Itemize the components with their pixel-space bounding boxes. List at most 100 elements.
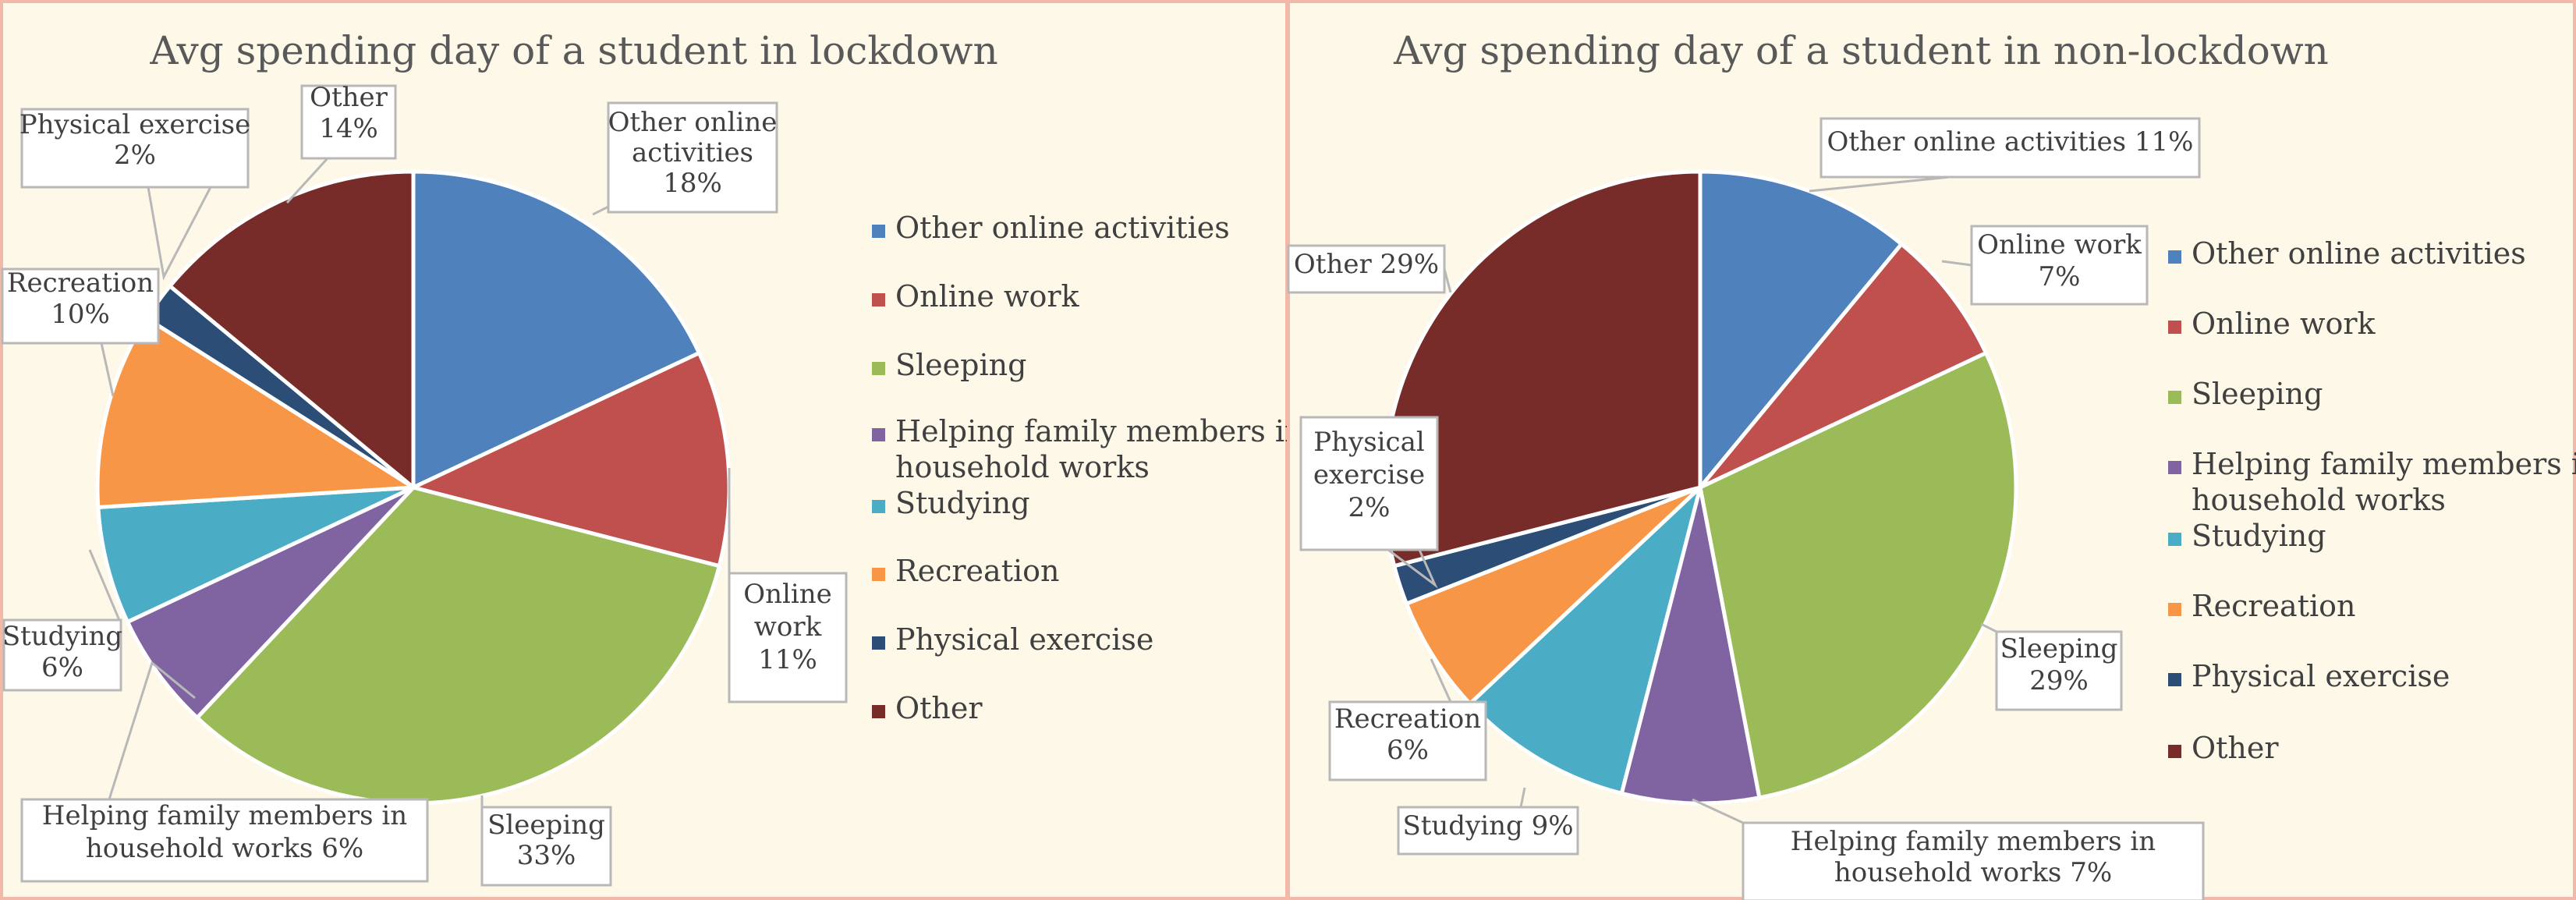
label-text: household works 7% — [1834, 857, 2112, 888]
label-box — [1328, 700, 1487, 781]
label-leader-line — [285, 157, 329, 204]
label-text: Physical exercise — [19, 109, 250, 140]
legend-label: Physical exercise — [895, 622, 1153, 657]
data-label-non-lockdown-other: Other 29% — [1287, 244, 1452, 294]
chart-title-lockdown: Avg spending day of a student in lockdow… — [149, 28, 997, 73]
label-text: Helping family members in — [42, 800, 407, 831]
label-text: Online work — [1977, 229, 2142, 260]
legend-swatch — [872, 428, 885, 441]
legend-item-lockdown-physical-exercise: Physical exercise — [872, 622, 1153, 657]
legend-label: Studying — [895, 486, 1030, 520]
legend-swatch — [872, 568, 885, 581]
label-text: Sleeping — [2000, 633, 2118, 664]
label-box — [20, 108, 250, 189]
label-leader-line — [108, 661, 196, 800]
label-text: 2% — [114, 140, 156, 171]
legend-item-lockdown-online-work: Online work — [872, 279, 1080, 314]
legend-swatch — [872, 500, 885, 513]
legend-swatch — [2168, 673, 2181, 686]
label-box — [1819, 117, 2201, 179]
label-text: Studying 9% — [1402, 810, 1573, 842]
label-text: 29% — [2029, 665, 2089, 696]
label-text: Online — [743, 579, 832, 610]
pie-slice-non-lockdown-recreation — [1404, 485, 1703, 706]
label-leader-line — [147, 186, 212, 281]
legend-swatch — [2168, 461, 2181, 474]
legend-label: Physical exercise — [2192, 659, 2450, 693]
legend-label: Sleeping — [895, 348, 1026, 382]
label-text: 7% — [2039, 261, 2081, 292]
pie-slice-lockdown-studying — [96, 485, 416, 624]
legend-label: Other online activities — [2192, 236, 2526, 271]
label-box — [1970, 225, 2149, 306]
label-text: 6% — [1387, 735, 1429, 766]
legend-label: Other — [895, 691, 983, 725]
legend-swatch — [872, 293, 885, 306]
label-text: 14% — [319, 113, 378, 144]
pie-slice-lockdown-other-online-activities — [411, 169, 701, 490]
label-text: work — [754, 611, 822, 643]
label-box — [2, 618, 122, 692]
legend-swatch — [2168, 745, 2181, 758]
label-leader-line — [1980, 622, 1997, 633]
legend-label: Online work — [895, 279, 1080, 314]
chart-title-non-lockdown: Avg spending day of a student in non-loc… — [1393, 28, 2329, 73]
legend-label: Other — [2192, 731, 2279, 765]
label-box — [1742, 821, 2205, 900]
label-leader-line — [1941, 260, 1972, 267]
label-box — [728, 572, 848, 703]
label-leader-line — [100, 342, 115, 397]
legend-swatch — [2168, 391, 2181, 404]
label-text: Studying — [2, 621, 122, 652]
label-text: 11% — [758, 644, 817, 675]
legend-label: Helping family members in household works — [2192, 447, 2576, 517]
legend-swatch — [872, 636, 885, 650]
label-text: 18% — [663, 168, 722, 199]
pie-slice-lockdown-sleeping — [195, 485, 721, 806]
pie-slice-lockdown-helping-family-members-in-household-works — [126, 485, 416, 720]
label-leader-line — [592, 205, 609, 216]
legend-item-lockdown-studying: Studying — [872, 486, 1030, 520]
legend-swatch — [872, 362, 885, 375]
legend-item-non-lockdown-online-work: Online work — [2168, 306, 2376, 341]
legend-swatch — [2168, 533, 2181, 546]
data-label-non-lockdown-other-online-activities: Other online activities 11% — [1809, 117, 2201, 193]
legend-item-non-lockdown-other: Other — [2168, 731, 2279, 765]
legend-label: Sleeping — [2192, 377, 2323, 411]
legend-swatch — [872, 225, 885, 238]
legend-swatch — [2168, 603, 2181, 616]
legend-item-lockdown-other-online-activities: Other online activities — [872, 211, 1230, 245]
label-leader-line — [88, 549, 122, 625]
legend-item-non-lockdown-other-online-activities: Other online activities — [2168, 236, 2526, 271]
legend-label: Online work — [2192, 306, 2376, 341]
legend-swatch — [872, 705, 885, 718]
pie-slice-lockdown-online-work — [411, 351, 732, 569]
pie-slice-non-lockdown-helping-family-members-in-household-works — [1619, 485, 1762, 806]
data-label-non-lockdown-studying: Studying 9% — [1397, 787, 1579, 856]
legend-label: Recreation — [895, 554, 1059, 588]
legend-label: Recreation — [2192, 589, 2355, 623]
label-text: Other — [310, 82, 388, 113]
legend-item-lockdown-recreation: Recreation — [872, 554, 1059, 588]
label-text: Sleeping — [487, 810, 605, 841]
legend-item-lockdown-helping-family-members-in-household-works: Helping family members in household works — [872, 414, 1303, 484]
legend-item-non-lockdown-physical-exercise: Physical exercise — [2168, 659, 2450, 693]
label-text: Recreation — [7, 268, 154, 299]
label-box — [1, 268, 160, 345]
label-text: Other online activities 11% — [1827, 126, 2194, 158]
legend-item-non-lockdown-helping-family-members-in-household-works: Helping family members in household works — [2168, 447, 2576, 517]
legend-swatch — [2168, 250, 2181, 264]
label-box — [300, 84, 397, 160]
label-text: 10% — [51, 299, 110, 330]
